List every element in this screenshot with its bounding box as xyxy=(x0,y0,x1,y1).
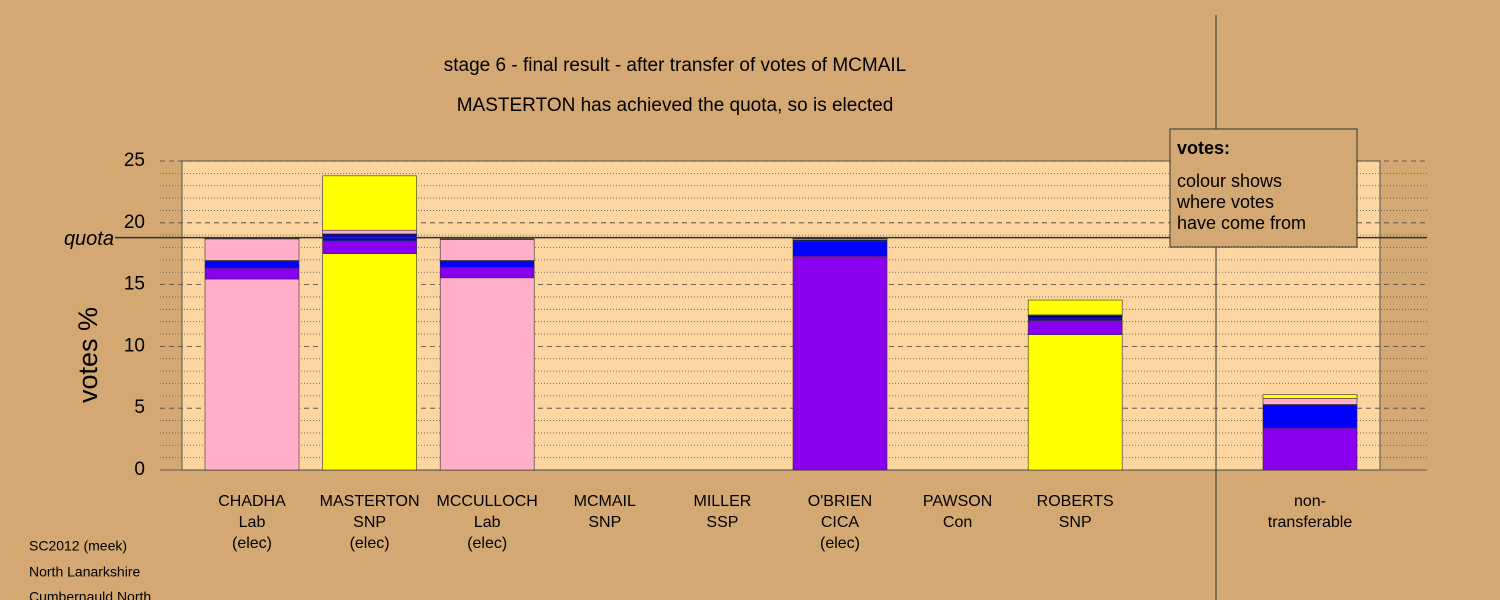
bar-segment xyxy=(1027,320,1123,335)
x-tick-label: (elec) xyxy=(350,535,390,552)
x-tick-label: SNP xyxy=(1059,514,1092,531)
bar-segment xyxy=(439,239,535,261)
chart-title: stage 6 - final result - after transfer … xyxy=(444,55,907,76)
footer-line: North Lanarkshire xyxy=(29,564,140,580)
bar-segment xyxy=(1262,398,1358,405)
y-axis-label: votes % xyxy=(73,307,103,403)
x-tick-label: MASTERTON xyxy=(320,493,420,510)
bar-segment xyxy=(439,266,535,279)
x-tick-label: Lab xyxy=(474,514,501,531)
bar-segment xyxy=(1027,299,1123,316)
x-tick-label: (elec) xyxy=(467,535,507,552)
chart-subtitle: MASTERTON has achieved the quota, so is … xyxy=(457,95,894,116)
x-tick-label: ROBERTS xyxy=(1037,493,1114,510)
bar-segment xyxy=(439,277,535,471)
bar-segment xyxy=(204,267,300,280)
note-line: colour shows xyxy=(1177,171,1282,191)
bar-segment xyxy=(322,175,417,231)
note-box xyxy=(1169,128,1358,248)
bar-segment xyxy=(1027,334,1123,471)
bar-segment xyxy=(792,255,888,471)
y-tick-label: 0 xyxy=(134,459,145,480)
y-tick-label: 25 xyxy=(124,150,145,171)
y-tick-label: 20 xyxy=(124,212,145,233)
x-tick-label: (elec) xyxy=(820,535,860,552)
note-line: where votes xyxy=(1176,192,1274,212)
x-tick-label: SNP xyxy=(588,514,621,531)
x-tick-label: MCCULLOCH xyxy=(437,493,538,510)
bar-segment xyxy=(204,238,300,261)
x-tick-label: non- xyxy=(1294,493,1326,510)
x-tick-label: PAWSON xyxy=(923,493,992,510)
bar-segment xyxy=(1027,317,1123,321)
x-tick-label: (elec) xyxy=(232,535,272,552)
bar-segment xyxy=(322,253,417,471)
note-heading: votes: xyxy=(1177,138,1230,158)
y-tick-label: 15 xyxy=(124,274,145,295)
bar-segment xyxy=(1027,315,1123,319)
x-tick-label: Con xyxy=(943,514,972,531)
plot: 0 5 10 15 20 25 CHADHA Lab (elec) MASTERTON SNP (el… xyxy=(64,150,1427,552)
bar-segment xyxy=(322,240,417,254)
bar-segment xyxy=(792,241,888,257)
bar-segment xyxy=(1262,405,1358,429)
quota-label: quota xyxy=(64,228,114,250)
x-tick-label: SNP xyxy=(353,514,386,531)
bar-segment xyxy=(1262,427,1358,471)
bar-segment xyxy=(204,278,300,471)
bar-segment xyxy=(439,238,535,240)
x-tick-label: O'BRIEN xyxy=(808,493,872,510)
footer-line: SC2012 (meek) xyxy=(29,538,127,554)
x-tick-label: CHADHA xyxy=(218,493,286,510)
x-tick-label: Lab xyxy=(239,514,266,531)
x-tick-label: transferable xyxy=(1268,514,1353,531)
bar-segment xyxy=(439,261,535,268)
bar-segment xyxy=(204,261,300,269)
footer-line: Cumbernauld North xyxy=(29,589,151,600)
x-tick-label: MILLER xyxy=(694,493,752,510)
x-tick-label: MCMAIL xyxy=(574,493,636,510)
y-tick-label: 5 xyxy=(134,397,145,418)
note-line: have come from xyxy=(1177,213,1306,233)
x-tick-label: CICA xyxy=(821,514,860,531)
bar-segment xyxy=(322,229,417,235)
x-tick-label: SSP xyxy=(706,514,738,531)
bar-segment xyxy=(1262,394,1358,399)
y-tick-label: 10 xyxy=(124,335,145,356)
